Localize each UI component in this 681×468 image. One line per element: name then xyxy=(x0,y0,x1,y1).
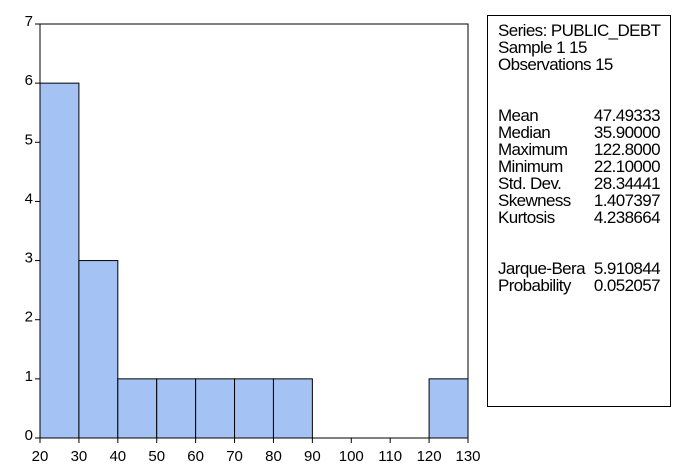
stat-label: Mean xyxy=(498,106,539,125)
stat-row-kurtosis: Kurtosis 4.238664 xyxy=(498,208,661,227)
x-tick-label: 20 xyxy=(32,448,49,465)
histogram-bar xyxy=(428,378,469,439)
x-tick-label: 40 xyxy=(109,448,126,465)
stat-value: 1.407397 xyxy=(593,191,661,210)
observations-label: Observations 15 xyxy=(498,55,613,74)
stat-label: Minimum xyxy=(498,157,563,176)
stat-label: Probability xyxy=(498,276,571,295)
x-tick-label: 30 xyxy=(71,448,88,465)
stat-value: 47.49333 xyxy=(593,106,661,125)
histogram-bar xyxy=(39,82,80,439)
stat-value: 35.90000 xyxy=(593,123,661,142)
stat-label: Skewness xyxy=(498,191,571,210)
x-tick-label: 60 xyxy=(187,448,204,465)
stat-value: 22.10000 xyxy=(593,157,661,176)
stat-value: 28.34441 xyxy=(593,174,661,193)
y-tick-label: 4 xyxy=(25,190,33,207)
x-tick-label: 100 xyxy=(339,448,364,465)
x-tick-label: 70 xyxy=(226,448,243,465)
x-tick-label: 90 xyxy=(304,448,321,465)
stat-value: 5.910844 xyxy=(593,259,661,278)
sample-label: Sample 1 15 xyxy=(498,38,587,57)
x-tick-label: 130 xyxy=(455,448,480,465)
stat-value: 4.238664 xyxy=(593,208,661,227)
normality-test-rows: Jarque-Bera 5.910844 Probability 0.05205… xyxy=(498,259,661,295)
stat-row-maximum: Maximum 122.8000 xyxy=(498,140,661,159)
stat-row-mean: Mean 47.49333 xyxy=(498,106,661,125)
stat-label: Maximum xyxy=(498,140,568,159)
y-axis: 0 1 2 3 4 5 6 7 xyxy=(25,13,40,444)
y-tick-label: 0 xyxy=(25,427,33,444)
histogram-bars xyxy=(39,82,469,439)
x-tick-label: 80 xyxy=(265,448,282,465)
x-tick-label: 110 xyxy=(378,448,402,465)
stat-row-probability: Probability 0.052057 xyxy=(498,276,661,295)
x-tick-label: 120 xyxy=(417,448,442,465)
histogram-bar xyxy=(117,378,158,439)
y-tick-label: 5 xyxy=(25,131,33,148)
y-tick-label: 6 xyxy=(25,72,33,89)
histogram-bar xyxy=(234,378,274,439)
histogram-bar xyxy=(156,378,197,439)
y-tick-label: 2 xyxy=(25,309,33,326)
x-axis: 20 30 40 50 60 70 80 90 100 110 120 130 xyxy=(32,438,481,465)
histogram-bar xyxy=(78,260,119,439)
histogram-bar xyxy=(195,378,236,439)
stat-value: 0.052057 xyxy=(593,276,661,295)
stat-label: Median xyxy=(498,123,551,142)
stat-value: 122.8000 xyxy=(593,140,661,159)
stat-label: Jarque-Bera xyxy=(498,259,586,278)
y-tick-label: 1 xyxy=(25,368,33,385)
y-tick-label: 7 xyxy=(25,13,33,30)
x-tick-label: 50 xyxy=(148,448,165,465)
histogram-bar xyxy=(272,378,313,439)
statistics-rows: Mean 47.49333 Median 35.90000 Maximum 12… xyxy=(498,106,661,227)
stat-row-std-dev: Std. Dev. 28.34441 xyxy=(498,174,661,193)
stat-row-skewness: Skewness 1.407397 xyxy=(498,191,661,210)
descriptive-statistics-panel: Series: PUBLIC_DEBT Sample 1 15 Observat… xyxy=(487,15,671,407)
stat-row-median: Median 35.90000 xyxy=(498,123,661,142)
stat-label: Kurtosis xyxy=(498,208,555,227)
stat-label: Std. Dev. xyxy=(498,174,562,193)
series-label: Series: PUBLIC_DEBT xyxy=(498,21,661,40)
stat-row-jarque-bera: Jarque-Bera 5.910844 xyxy=(498,259,661,278)
y-tick-label: 3 xyxy=(25,250,33,267)
stat-row-minimum: Minimum 22.10000 xyxy=(498,157,661,176)
